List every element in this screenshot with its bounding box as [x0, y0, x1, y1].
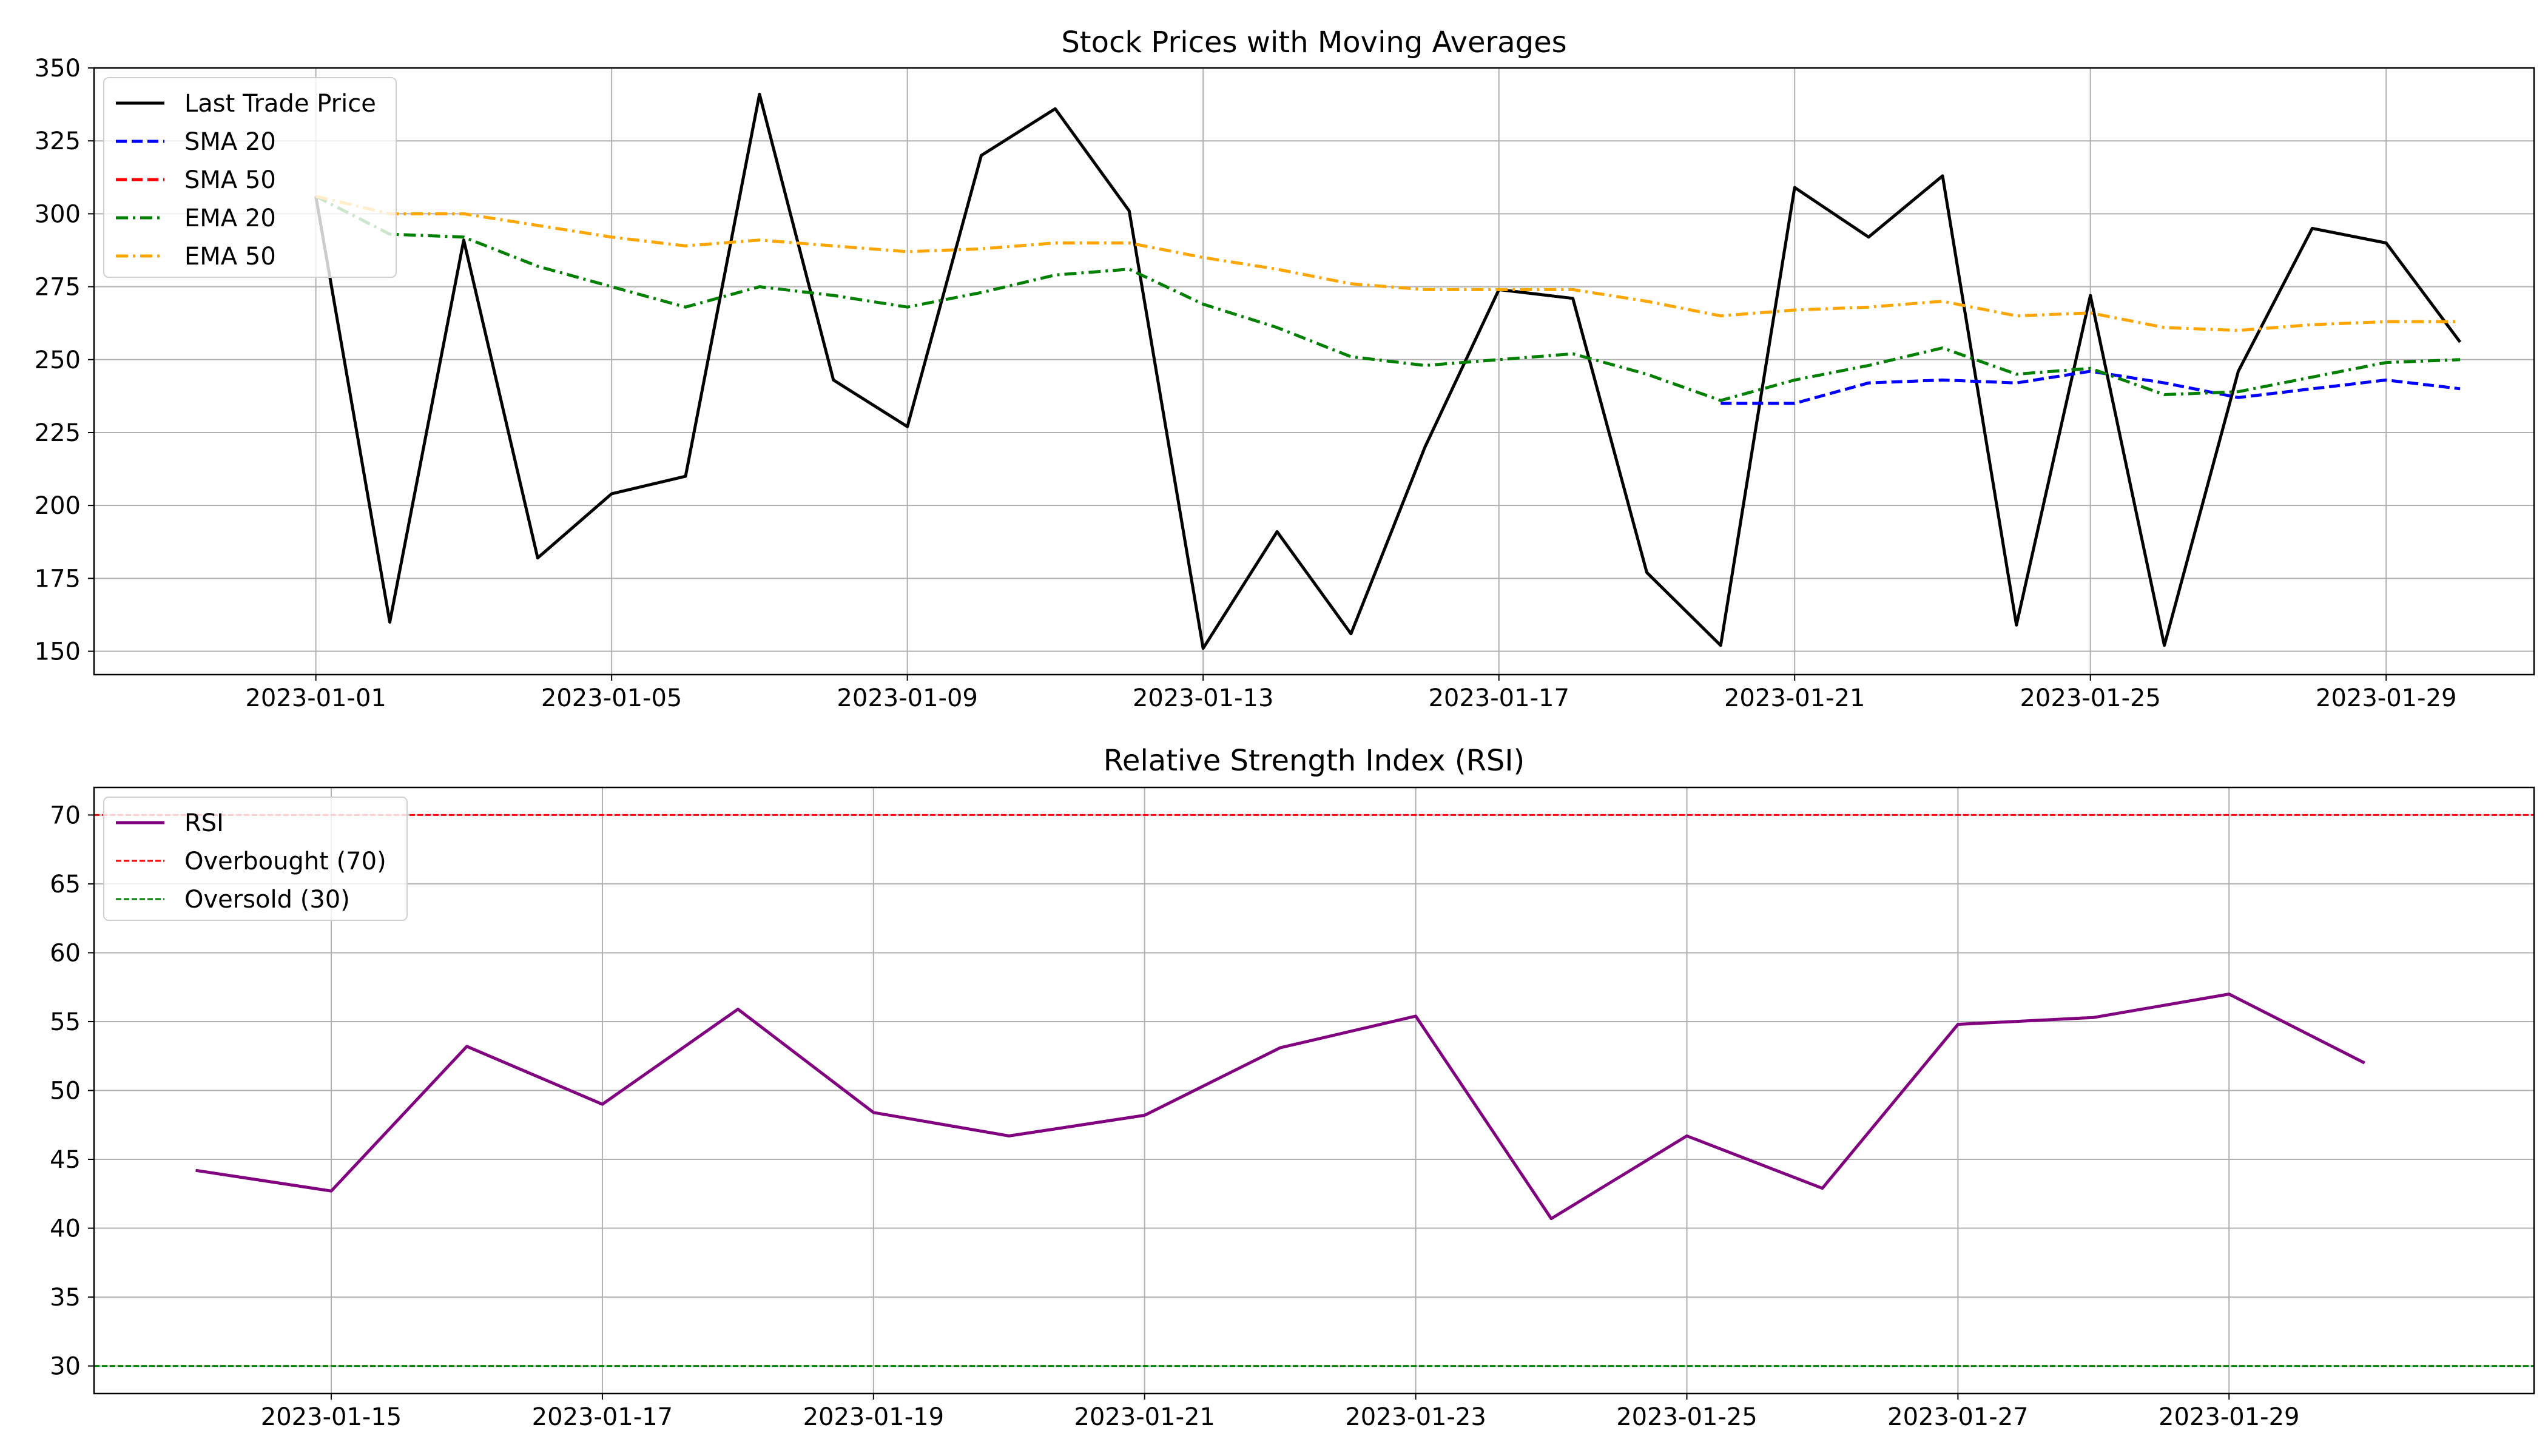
price-chart: Stock Prices with Moving Averages 2023-0…	[35, 25, 2535, 712]
series-line	[1721, 369, 2461, 405]
y-tick-label: 325	[35, 127, 81, 155]
x-tick-label: 2023-01-13	[1133, 684, 1273, 712]
x-tick-label: 2023-01-21	[1724, 684, 1865, 712]
x-tick-label: 2023-01-23	[1345, 1403, 1486, 1431]
y-tick-label: 300	[35, 200, 81, 228]
legend-box	[103, 77, 397, 278]
series-line	[315, 195, 2461, 402]
y-tick-label: 50	[50, 1077, 81, 1105]
y-tick-label: 200	[35, 492, 81, 520]
reference-lines	[94, 814, 2534, 1367]
y-tick-label: 40	[50, 1215, 81, 1243]
y-tick-label: 150	[35, 638, 81, 666]
x-tick-label: 2023-01-05	[541, 684, 682, 712]
y-tick-label: 30	[50, 1353, 81, 1381]
y-tick-label: 45	[50, 1146, 81, 1174]
legend-label: SMA 50	[184, 166, 276, 194]
series-line	[315, 195, 2461, 332]
x-tick-label: 2023-01-25	[1616, 1403, 1757, 1431]
plot-frame	[93, 67, 2535, 676]
legend-box	[103, 797, 408, 921]
y-tick-label: 35	[50, 1284, 81, 1312]
series-line	[314, 92, 2462, 650]
y-tick-label: 225	[35, 419, 81, 447]
y-tick-label: 70	[50, 801, 81, 829]
legend-label: Oversold (30)	[184, 886, 350, 914]
plot-lines	[195, 993, 2365, 1221]
y-axis: 150 175 200 225 250 275 300 325 350	[35, 55, 94, 666]
legend-label: EMA 20	[184, 204, 276, 232]
y-tick-label: 350	[35, 55, 81, 83]
x-tick-label: 2023-01-01	[245, 684, 386, 712]
y-tick-label: 60	[50, 939, 81, 967]
x-tick-label: 2023-01-29	[2159, 1403, 2299, 1431]
legend-label: Last Trade Price	[184, 90, 376, 118]
x-tick-label: 2023-01-15	[261, 1403, 402, 1431]
legend: RSI Overbought (70) Oversold (30)	[103, 797, 408, 921]
x-tick-label: 2023-01-21	[1074, 1403, 1215, 1431]
legend-label: SMA 20	[184, 128, 276, 156]
rsi-chart: Relative Strength Index (RSI) 2023-01-15…	[50, 744, 2535, 1431]
y-tick-label: 55	[50, 1008, 81, 1036]
x-tick-label: 2023-01-09	[837, 684, 977, 712]
y-tick-label: 250	[35, 346, 81, 374]
series-line	[195, 993, 2365, 1221]
plot-lines	[314, 92, 2462, 650]
x-tick-label: 2023-01-27	[1887, 1403, 2028, 1431]
chart-title: Relative Strength Index (RSI)	[1104, 744, 1525, 778]
x-tick-label: 2023-01-19	[803, 1403, 944, 1431]
legend-label: Overbought (70)	[184, 848, 386, 875]
y-tick-label: 275	[35, 274, 81, 302]
x-tick-label: 2023-01-29	[2316, 684, 2456, 712]
y-tick-label: 175	[35, 565, 81, 593]
legend-label: EMA 50	[184, 243, 276, 271]
x-axis: 2023-01-15 2023-01-17 2023-01-19 2023-01-21…	[261, 1394, 2299, 1431]
legend-label: RSI	[184, 809, 224, 837]
x-axis: 2023-01-01 2023-01-05 2023-01-09 2023-01-13…	[245, 675, 2456, 712]
chart-title: Stock Prices with Moving Averages	[1061, 25, 1566, 59]
grid	[94, 787, 2534, 1394]
y-tick-label: 65	[50, 871, 81, 898]
x-tick-label: 2023-01-25	[2020, 684, 2160, 712]
legend: Last Trade Price SMA 20 SMA 50 EMA 20 EMA 50	[103, 77, 397, 278]
y-axis: 30 35 40 45 50 55 60 65 70	[50, 801, 94, 1381]
x-tick-label: 2023-01-17	[1428, 684, 1569, 712]
x-tick-label: 2023-01-17	[532, 1403, 673, 1431]
